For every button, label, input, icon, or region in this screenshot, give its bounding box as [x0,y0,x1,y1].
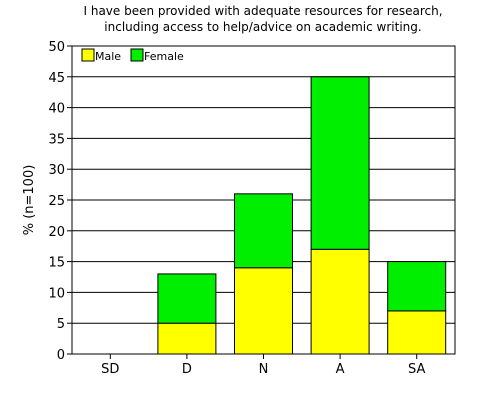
bar-female-d [157,273,217,324]
x-tick-label-d: D [182,362,192,377]
legend-label-female: Female [144,50,184,63]
y-tick-label-5: 5 [57,317,65,332]
legend: Male Female [81,48,184,63]
y-axis-ticks: 0 5 10 15 20 25 30 35 40 45 50 [48,40,72,363]
y-axis-label: % (n=100) [22,165,37,236]
chart-title-line-2: including access to help/advice on acade… [104,20,421,34]
bar-female-sa [387,261,447,312]
x-tick-label-sa: SA [408,362,425,377]
y-tick-label-35: 35 [48,132,65,147]
y-tick-label-45: 45 [48,71,65,86]
bar-male-n [234,267,293,355]
bars [157,76,447,355]
x-tick-label-sd: SD [101,362,119,377]
bar-male-a [310,248,370,355]
y-tick-label-25: 25 [48,194,65,209]
y-tick-label-50: 50 [48,40,65,55]
x-axis-ticks: SD D N A SA [101,354,425,377]
bar-female-a [310,76,370,250]
x-tick-label-a: A [336,362,345,377]
legend-swatch-female [130,48,144,62]
y-tick-label-30: 30 [48,163,65,178]
bar-male-d [157,322,217,355]
legend-swatch-male [81,48,95,62]
y-tick-label-10: 10 [48,286,65,301]
y-tick-label-0: 0 [57,348,65,363]
chart-title-line-1: I have been provided with adequate resou… [83,4,442,18]
x-tick-label-n: N [259,362,269,377]
bar-male-sa [387,310,447,355]
legend-label-male: Male [95,50,121,63]
y-tick-label-20: 20 [48,225,65,240]
y-tick-label-40: 40 [48,102,65,117]
bar-female-n [234,193,293,269]
y-tick-label-15: 15 [48,256,65,271]
